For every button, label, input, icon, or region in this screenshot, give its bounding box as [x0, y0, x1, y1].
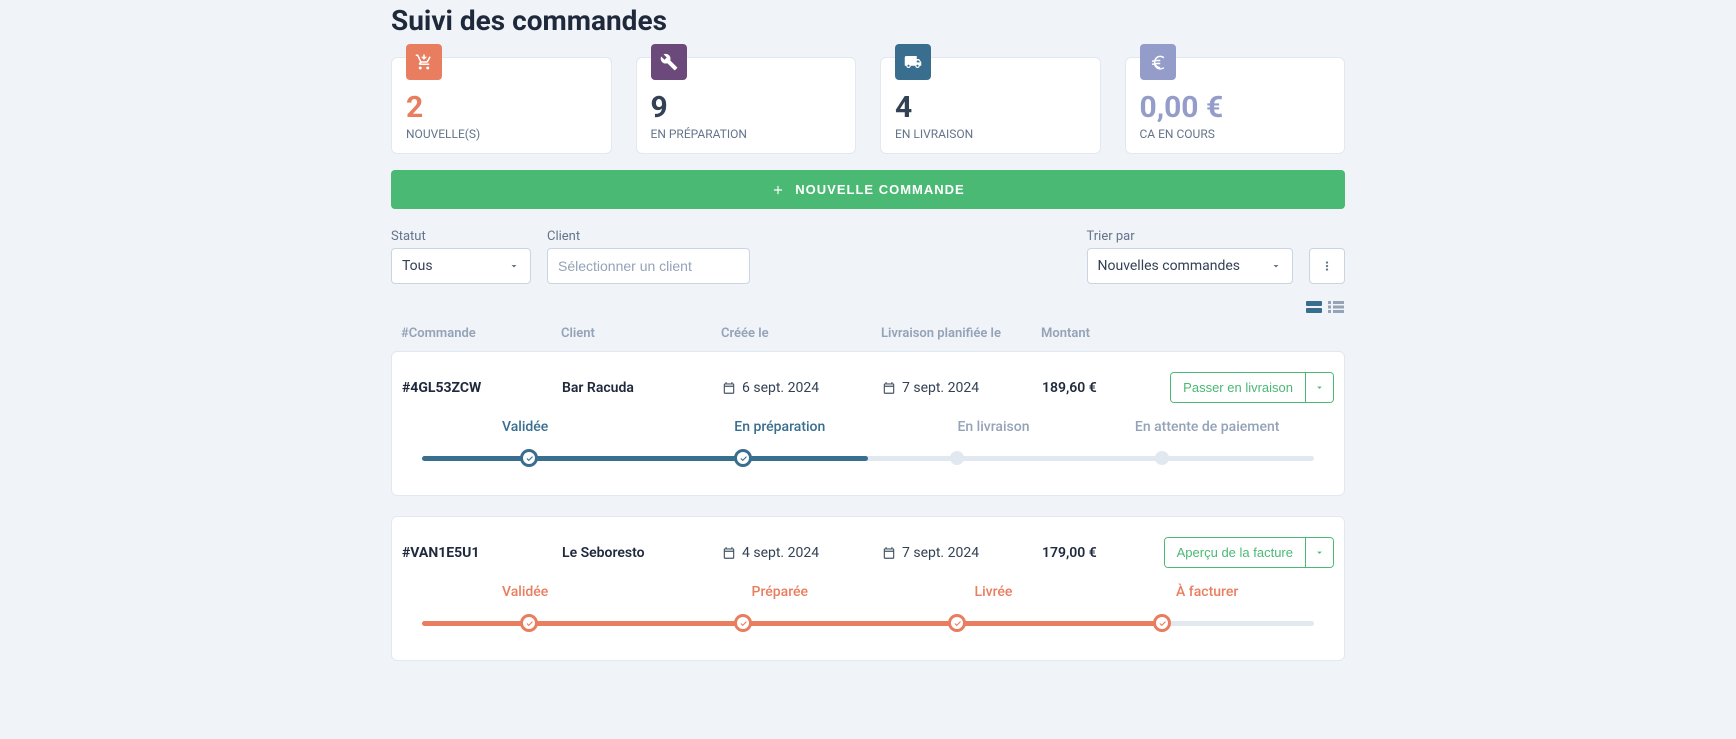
plus-icon — [771, 183, 785, 197]
filters-row: Statut Tous Client Trier par Nouvelles c… — [391, 229, 1345, 284]
order-progress: ValidéePréparéeLivréeÀ facturer — [392, 584, 1344, 660]
progress-dot — [734, 449, 752, 467]
view-cards-button[interactable] — [1305, 300, 1323, 314]
progress-step-label: À facturer — [1100, 584, 1314, 600]
client-input[interactable] — [547, 248, 750, 284]
stat-card-prep[interactable]: 9 EN PRÉPARATION — [636, 57, 857, 154]
progress-step-label: En livraison — [887, 419, 1101, 435]
stat-label: EN LIVRAISON — [895, 127, 1086, 141]
progress-dot — [520, 614, 538, 632]
stat-value: 9 — [651, 90, 842, 125]
cart-icon — [406, 44, 442, 80]
header-delivery: Livraison planifiée le — [881, 326, 1041, 341]
stat-card-revenue[interactable]: 0,00 € CA EN COURS — [1125, 57, 1346, 154]
stat-label: NOUVELLE(S) — [406, 127, 597, 141]
order-action-group: Aperçu de la facture — [1164, 537, 1334, 568]
truck-icon — [895, 44, 931, 80]
stat-card-delivery[interactable]: 4 EN LIVRAISON — [880, 57, 1101, 154]
order-row[interactable]: #VAN1E5U1 Le Seboresto 4 sept. 2024 7 se… — [392, 517, 1344, 584]
progress-step-label: Préparée — [673, 584, 887, 600]
header-id: #Commande — [401, 326, 561, 341]
progress-dot — [520, 449, 538, 467]
chevron-down-icon — [1270, 260, 1282, 272]
filter-status-label: Statut — [391, 229, 531, 244]
progress-step-label: En préparation — [673, 419, 887, 435]
filter-sort-label: Trier par — [1087, 229, 1294, 244]
filter-status: Statut Tous — [391, 229, 531, 284]
order-action-button[interactable]: Passer en livraison — [1171, 373, 1305, 402]
header-client: Client — [561, 326, 721, 341]
filter-client-label: Client — [547, 229, 750, 244]
filter-sort: Trier par Nouvelles commandes — [1087, 229, 1294, 284]
progress-dot — [734, 614, 752, 632]
filter-client: Client — [547, 229, 750, 284]
progress-dot — [948, 614, 966, 632]
progress-dot — [1155, 451, 1169, 465]
dots-vertical-icon — [1320, 259, 1334, 273]
order-client: Le Seboresto — [562, 545, 722, 561]
page-title: Suivi des commandes — [391, 0, 1345, 37]
chevron-down-icon — [508, 260, 520, 272]
order-amount: 189,60 € — [1042, 380, 1152, 396]
sort-select[interactable]: Nouvelles commandes — [1087, 248, 1294, 284]
stat-value: 0,00 € — [1140, 90, 1331, 125]
stats-row: 2 NOUVELLE(S) 9 EN PRÉPARATION 4 EN LIVR… — [391, 57, 1345, 154]
new-order-button[interactable]: NOUVELLE COMMANDE — [391, 170, 1345, 209]
progress-dot — [1153, 614, 1171, 632]
order-client: Bar Racuda — [562, 380, 722, 396]
new-order-label: NOUVELLE COMMANDE — [795, 182, 964, 197]
order-delivery: 7 sept. 2024 — [882, 545, 1042, 561]
order-action-dropdown[interactable] — [1305, 538, 1333, 567]
order-row[interactable]: #4GL53ZCW Bar Racuda 6 sept. 2024 7 sept… — [392, 352, 1344, 419]
progress-step-label: Validée — [502, 584, 673, 600]
status-value: Tous — [402, 258, 433, 274]
more-options-button[interactable] — [1309, 248, 1345, 284]
progress-step-label: Livrée — [887, 584, 1101, 600]
sort-value: Nouvelles commandes — [1098, 258, 1241, 274]
euro-icon — [1140, 44, 1176, 80]
header-created: Créée le — [721, 326, 881, 341]
order-id: #4GL53ZCW — [402, 380, 562, 396]
table-header: #Commande Client Créée le Livraison plan… — [391, 326, 1345, 351]
order-amount: 179,00 € — [1042, 545, 1152, 561]
progress-step-label: Validée — [502, 419, 673, 435]
stat-value: 4 — [895, 90, 1086, 125]
stat-card-new[interactable]: 2 NOUVELLE(S) — [391, 57, 612, 154]
stat-label: CA EN COURS — [1140, 127, 1331, 141]
order-action-button[interactable]: Aperçu de la facture — [1165, 538, 1305, 567]
tools-icon — [651, 44, 687, 80]
stat-label: EN PRÉPARATION — [651, 127, 842, 141]
view-list-button[interactable] — [1327, 300, 1345, 314]
header-amount: Montant — [1041, 326, 1151, 341]
order-delivery: 7 sept. 2024 — [882, 380, 1042, 396]
order-progress: ValidéeEn préparationEn livraisonEn atte… — [392, 419, 1344, 495]
status-select[interactable]: Tous — [391, 248, 531, 284]
order-card: #4GL53ZCW Bar Racuda 6 sept. 2024 7 sept… — [391, 351, 1345, 496]
progress-dot — [950, 451, 964, 465]
view-toggle — [391, 300, 1345, 314]
progress-step-label: En attente de paiement — [1100, 419, 1314, 435]
order-id: #VAN1E5U1 — [402, 545, 562, 561]
stat-value: 2 — [406, 90, 597, 125]
order-action-dropdown[interactable] — [1305, 373, 1333, 402]
order-created: 4 sept. 2024 — [722, 545, 882, 561]
order-card: #VAN1E5U1 Le Seboresto 4 sept. 2024 7 se… — [391, 516, 1345, 661]
order-created: 6 sept. 2024 — [722, 380, 882, 396]
order-action-group: Passer en livraison — [1170, 372, 1334, 403]
